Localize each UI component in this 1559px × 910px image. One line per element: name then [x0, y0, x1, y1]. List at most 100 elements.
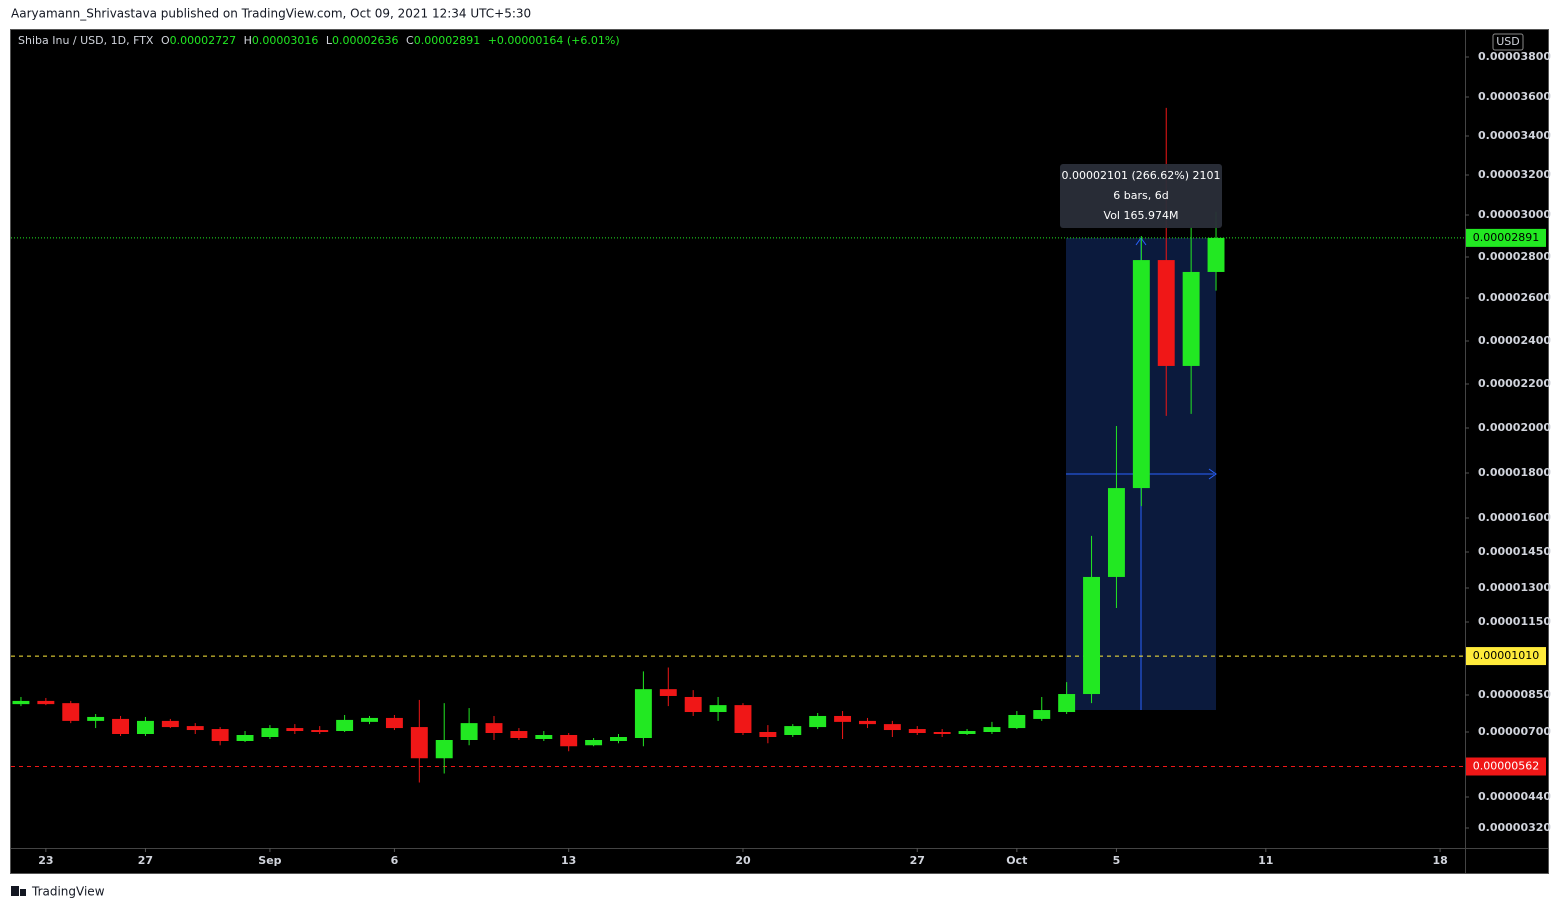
- candle-body: [161, 720, 179, 728]
- candle-body: [1207, 237, 1225, 272]
- x-tick-label: 13: [561, 854, 576, 867]
- candle-body: [435, 740, 453, 759]
- candle-body: [734, 705, 752, 733]
- candle-body: [1107, 488, 1125, 577]
- ohlc-key: H: [244, 34, 252, 47]
- candle-body: [1008, 714, 1026, 729]
- x-tick-label: 5: [1113, 854, 1121, 867]
- candle-body: [759, 732, 777, 737]
- tooltip-line: 6 bars, 6d: [1113, 189, 1168, 202]
- ohlc-value: 0.00002727: [170, 34, 236, 47]
- price-label-box: [1466, 757, 1546, 776]
- candle-body: [12, 700, 30, 705]
- tooltip-line: 0.00002101 (266.62%) 2101: [1062, 169, 1221, 182]
- y-tick-label: 0.00002000: [1478, 421, 1551, 434]
- y-tick-label: 0.00000700: [1478, 725, 1551, 738]
- candle-body: [1182, 271, 1200, 366]
- candle-body: [286, 728, 304, 732]
- candle-body: [585, 740, 603, 746]
- price-label-box: [1466, 228, 1546, 247]
- price-label-box: [1466, 647, 1546, 666]
- candle-body: [809, 715, 827, 728]
- measure-tooltip: 0.00002101 (266.62%) 2101 6 bars, 6d Vol…: [1060, 164, 1222, 228]
- candle-body: [784, 726, 802, 735]
- candle-body: [684, 696, 702, 713]
- y-tick-label: 0.00003000: [1478, 208, 1551, 221]
- candle-body: [460, 723, 478, 740]
- x-tick-label: 27: [910, 854, 925, 867]
- price-label: 0.00000562: [1473, 760, 1539, 773]
- candle-body: [136, 720, 154, 734]
- y-tick-label: 0.00003800: [1478, 50, 1551, 63]
- y-tick-label: 0.00001300: [1478, 581, 1551, 594]
- y-tick-label: 0.00001800: [1478, 466, 1551, 479]
- x-tick-label: 18: [1432, 854, 1447, 867]
- y-tick-label: 0.00001600: [1478, 511, 1551, 524]
- y-tick-label: 0.00001150: [1478, 615, 1551, 628]
- y-tick-label: 0.00002600: [1478, 291, 1551, 304]
- plot: [11, 107, 1465, 783]
- y-tick-label: 0.00002200: [1478, 377, 1551, 390]
- candle-body: [510, 731, 528, 738]
- y-tick-label: 0.00003200: [1478, 168, 1551, 181]
- measure-arrowhead: [1208, 468, 1217, 480]
- y-tick-label: 0.00003600: [1478, 90, 1551, 103]
- candle-body: [535, 735, 553, 739]
- candle-body: [186, 726, 204, 731]
- price-label: 0.00002891: [1473, 231, 1539, 244]
- candle-body: [883, 724, 901, 731]
- candle-body: [112, 718, 130, 734]
- y-tick-label: 0.00002400: [1478, 334, 1551, 347]
- ohlc-value: 0.00003016: [252, 34, 318, 47]
- footer-logo: [11, 886, 26, 896]
- candle-body: [62, 703, 80, 721]
- ohlc-key: L: [326, 34, 333, 47]
- x-tick-label: 11: [1258, 854, 1273, 867]
- x-tick-label: 20: [735, 854, 751, 867]
- y-tick-label: 0.00003400: [1478, 129, 1551, 142]
- change: +0.00000164 (+6.01%): [488, 34, 620, 47]
- legend: Shiba Inu / USD, 1D, FTX O0.00002727 H0.…: [18, 34, 620, 47]
- candle-body: [908, 729, 926, 733]
- candle-body: [933, 732, 951, 734]
- currency: USD: [1496, 35, 1520, 48]
- candle-body: [560, 735, 578, 747]
- candle-body: [485, 723, 503, 733]
- candle-body: [1058, 694, 1076, 713]
- candle-body: [834, 715, 852, 722]
- tooltip-line: Vol 165.974M: [1104, 209, 1179, 222]
- candle-body: [1132, 260, 1150, 489]
- candle-body: [410, 727, 428, 759]
- candle-body: [37, 700, 55, 705]
- price-label: 0.00001010: [1473, 649, 1539, 662]
- footer-brand: TradingView: [31, 885, 105, 899]
- candle-body: [311, 730, 329, 732]
- candle-body: [236, 735, 254, 741]
- chart-area: [10, 29, 1549, 874]
- logo-mark: [11, 886, 19, 896]
- y-tick-label: 0.00000850: [1478, 688, 1551, 701]
- candle-body: [87, 716, 105, 721]
- y-tick-label: 0.00000320: [1478, 821, 1551, 834]
- x-tick-label: Sep: [258, 854, 281, 867]
- candle-body: [958, 731, 976, 734]
- y-tick-label: 0.00000440: [1478, 790, 1551, 803]
- candle-body: [859, 720, 876, 725]
- candle-body: [709, 705, 727, 713]
- published-line: Aaryamann_Shrivastava published on Tradi…: [11, 7, 531, 21]
- ohlc-value: 0.00002636: [332, 34, 398, 47]
- x-tick-label: 27: [138, 854, 153, 867]
- y-tick-label: 0.00002800: [1478, 250, 1551, 263]
- tooltip-box: [1060, 164, 1222, 228]
- candle-body: [1157, 260, 1175, 366]
- candle-body: [1083, 576, 1101, 695]
- candle-body: [659, 689, 677, 696]
- candle-body: [1033, 710, 1051, 719]
- candle-body: [211, 729, 229, 741]
- x-tick-label: 23: [38, 854, 53, 867]
- ohlc-value: 0.00002891: [414, 34, 480, 47]
- candle-body: [983, 727, 1001, 732]
- currency-badge: [1492, 33, 1524, 51]
